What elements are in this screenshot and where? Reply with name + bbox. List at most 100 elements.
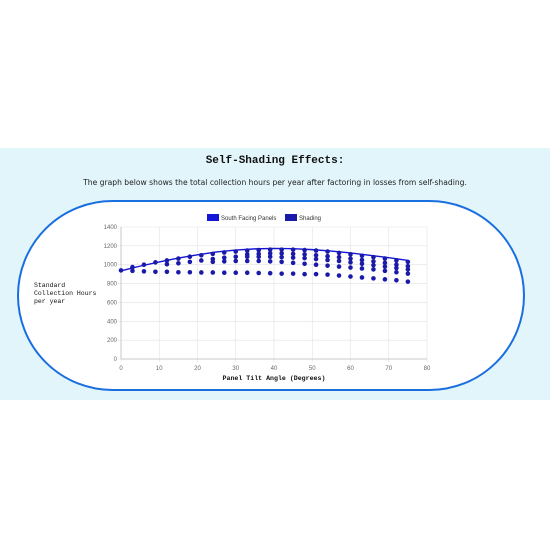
shading-data-point [371,259,376,264]
shading-data-point [371,262,376,268]
shading-data-point [233,254,239,259]
shading-data-point [176,261,181,266]
shading-data-point [382,268,388,274]
series-line-south-facing-panels [120,247,408,272]
shading-data-point [199,258,204,263]
shading-data-point [187,269,193,275]
shading-data-point [187,259,193,265]
shading-data-point [267,270,273,276]
shading-data-point [382,264,388,269]
shading-data-point [325,257,330,263]
section-description: The graph below shows the total collecti… [83,178,467,187]
shading-data-point [302,255,307,261]
shading-data-point [394,262,399,268]
shading-data-point [290,260,296,266]
y-tick-label: 600 [107,300,118,306]
shading-data-point [176,269,181,275]
shading-data-point [221,250,227,255]
shading-data-point [199,252,204,258]
x-tick-label: 60 [347,366,354,372]
shading-data-point [336,273,342,278]
shading-data-point [244,258,250,264]
shading-data-point [313,271,319,277]
shading-data-point [313,252,319,258]
shading-data-point [405,259,411,265]
shading-data-point [382,260,388,266]
shading-data-point [325,249,330,254]
legend-swatch [207,214,219,221]
shading-data-point [267,259,273,264]
shading-data-point [290,271,296,276]
shading-data-point [210,251,216,257]
legend-label: Shading [299,216,321,222]
shading-data-point [302,261,307,267]
shading-data-point [394,258,399,263]
shading-data-point [382,277,388,282]
y-axis-label: Standard Collection Hours per year [34,282,97,305]
shading-data-point [221,259,227,264]
shading-data-point [256,270,262,276]
y-tick-label: 200 [107,338,118,344]
shading-data-point [359,257,365,263]
shading-data-point [233,270,239,276]
y-tick-label: 0 [114,357,118,363]
shading-data-point [130,264,135,270]
shading-data-point [233,258,239,264]
y-tick-label: 800 [107,282,118,288]
y-tick-label: 400 [107,319,118,325]
x-tick-label: 10 [156,366,163,372]
shading-data-point [267,251,273,256]
y-tick-label: 1400 [104,225,118,231]
x-tick-label: 50 [309,366,316,372]
shading-data-point [118,268,124,273]
y-tick-label: 1000 [104,263,118,269]
shading-data-point [267,247,273,252]
legend-swatch [285,214,297,221]
shading-data-point [382,256,388,261]
shading-data-point [256,258,262,264]
shading-data-point [359,266,365,271]
shading-data-point [325,263,330,268]
shading-data-point [210,259,216,265]
shading-data-point [256,247,262,253]
shading-data-point [244,248,250,253]
shading-data-point [325,253,330,259]
section-title: Self-Shading Effects: [205,155,345,167]
shading-data-point [290,255,296,260]
shading-data-point [164,258,170,263]
y-tick-label: 1200 [104,244,118,250]
shading-data-point [348,256,353,261]
shading-data-point [394,265,399,271]
shading-data-point [302,271,307,277]
shading-data-point [141,262,147,268]
shading-data-point [279,259,284,265]
shading-data-point [130,268,135,274]
shading-data-point [359,253,365,259]
shading-data-point [221,255,227,260]
shading-data-point [336,250,342,256]
shading-data-point [302,247,307,253]
shading-data-point [371,267,376,272]
shading-data-point [279,271,284,276]
shading-data-point [405,271,411,276]
shading-data-point [336,258,342,264]
shading-data-point [348,260,353,265]
x-axis-label: Panel Tilt Angle (Degrees) [222,375,326,382]
shading-data-point [187,254,193,259]
shading-data-point [199,270,204,275]
shading-data-point [290,247,296,252]
shading-data-point [164,261,170,267]
shading-data-point [153,269,158,275]
shading-data-point [164,269,170,275]
shading-data-point [141,269,147,274]
shading-data-point [371,254,376,260]
x-tick-label: 30 [232,366,239,372]
x-tick-label: 20 [194,366,201,372]
shading-data-point [405,263,411,269]
shading-data-point [153,260,158,265]
x-tick-label: 70 [385,366,392,372]
shading-data-point [313,248,319,253]
shading-data-point [336,254,342,260]
shading-data-point [348,274,353,279]
